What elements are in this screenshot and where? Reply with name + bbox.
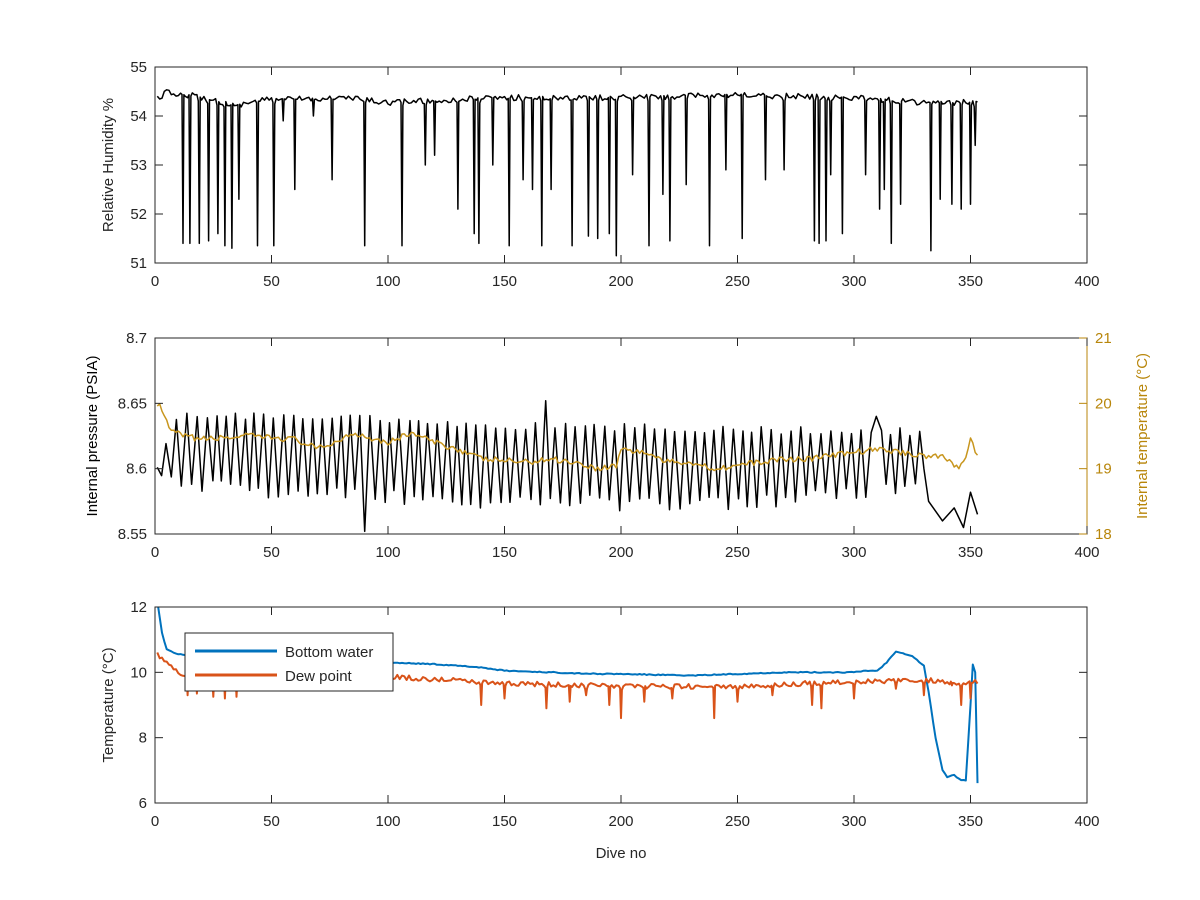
- y-tick-label: 53: [130, 157, 147, 174]
- pressure-x-ticks: 0 50 100 150 200 250 300 350 400: [151, 338, 1100, 561]
- pressure-y-ticks: 8.55 8.6 8.65 8.7: [118, 330, 163, 543]
- x-tick-label: 350: [958, 273, 983, 290]
- legend-box: [184, 632, 394, 692]
- x-tick-label: 350: [958, 544, 983, 561]
- y2-tick-label: 18: [1095, 526, 1112, 543]
- x-tick-label: 150: [492, 273, 517, 290]
- pressure-plot-area: [156, 399, 979, 533]
- x-tick-label: 400: [1074, 544, 1099, 561]
- x-tick-label: 250: [725, 273, 750, 290]
- x-tick-label: 300: [841, 273, 866, 290]
- x-tick-label: 50: [263, 273, 280, 290]
- y-tick-label: 54: [130, 108, 147, 125]
- temperature-right-ticks: 18 19 20 21: [1079, 330, 1112, 543]
- y-tick-label: 55: [130, 59, 147, 76]
- x-tick-label: 150: [492, 813, 517, 830]
- x-tick-label: 400: [1074, 813, 1099, 830]
- pressure-line: [156, 399, 979, 533]
- legend: Bottom water Dew point: [184, 632, 394, 692]
- y-tick-label: 52: [130, 206, 147, 223]
- x-tick-label: 50: [263, 813, 280, 830]
- pressure-panel: 0 50 100 150 200 250 300 350 400 8.558.68.658.7 …: [84, 330, 1151, 561]
- x-tick-label: 100: [375, 273, 400, 290]
- x-tick-label: 150: [492, 544, 517, 561]
- x-tick-label: 200: [608, 273, 633, 290]
- humidity-y-ticks: 51 52 53 54 55: [130, 59, 1087, 272]
- y-tick-label: 8.6: [126, 461, 147, 478]
- dive-no-x-label: Dive no: [596, 845, 647, 862]
- humidity-line: [156, 89, 978, 257]
- humidity-y-label: Relative Humidity %: [100, 98, 117, 232]
- x-tick-label: 100: [375, 544, 400, 561]
- x-tick-label: 0: [151, 544, 159, 561]
- humidity-x-ticks: 0 50 100 150 200 250 300 350 400: [151, 67, 1100, 290]
- y-tick-label: 12: [130, 599, 147, 616]
- humidity-plot-area: [156, 89, 978, 257]
- y-tick-label: 8.65: [118, 395, 147, 412]
- x-tick-label: 400: [1074, 273, 1099, 290]
- humidity-panel: 0 50 100 150 200 250 300 350 400 51 52 53 54 55 Rela…: [100, 59, 1100, 290]
- y-tick-label: 6: [139, 795, 147, 812]
- legend-label-dew-point: Dew point: [285, 668, 353, 685]
- y2-tick-label: 19: [1095, 461, 1112, 478]
- x-tick-label: 100: [375, 813, 400, 830]
- temperature-y-label: Temperature (°C): [100, 647, 117, 762]
- x-tick-label: 350: [958, 813, 983, 830]
- x-tick-label: 0: [151, 273, 159, 290]
- x-tick-label: 0: [151, 813, 159, 830]
- x-tick-label: 300: [841, 813, 866, 830]
- x-tick-label: 200: [608, 813, 633, 830]
- x-tick-label: 50: [263, 544, 280, 561]
- internal-temperature-y-label: Internal temperature (°C): [1134, 353, 1151, 519]
- y-tick-label: 8.55: [118, 526, 147, 543]
- y-tick-label: 51: [130, 255, 147, 272]
- y-tick-label: 8.7: [126, 330, 147, 347]
- x-tick-label: 250: [725, 813, 750, 830]
- x-tick-label: 250: [725, 544, 750, 561]
- temperature-y-ticks: 6 8 10 12: [130, 599, 1087, 812]
- x-tick-label: 200: [608, 544, 633, 561]
- y2-tick-label: 20: [1095, 395, 1112, 412]
- temperature-panel: 0 50 100 150 200 250 300 350 400 6 8 10 12 Temperat…: [100, 599, 1100, 862]
- y-tick-label: 10: [130, 664, 147, 681]
- y2-tick-label: 21: [1095, 330, 1112, 347]
- temperature-x-ticks: 0 50 100 150 200 250 300 350 400: [151, 607, 1100, 830]
- pressure-y-label: Internal pressure (PSIA): [84, 356, 101, 517]
- y-tick-label: 8: [139, 730, 147, 747]
- internal-temperature-line: [156, 403, 979, 472]
- legend-label-bottom-water: Bottom water: [285, 644, 373, 661]
- x-tick-label: 300: [841, 544, 866, 561]
